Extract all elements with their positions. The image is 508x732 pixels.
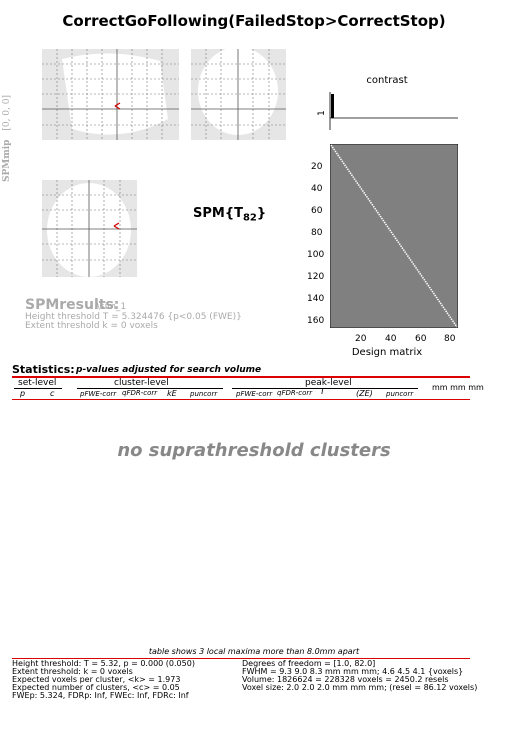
xtick-40: 40 [385, 334, 397, 344]
col-ke: kE [167, 389, 177, 398]
stats-title: Statistics: [12, 363, 75, 376]
ytick-80: 80 [311, 228, 323, 238]
design-matrix-svg [329, 143, 459, 329]
xtick-80: 80 [444, 334, 456, 344]
col-c: c [50, 389, 55, 398]
design-matrix-diagonal [330, 144, 458, 328]
stat-label: SPM{T82} [193, 206, 266, 224]
ytick-40: 40 [311, 184, 323, 194]
peak-level-rule [232, 388, 418, 389]
ytick-20: 20 [311, 162, 323, 172]
footer-expected-clusters: Expected number of clusters, <c> = 0.05 [12, 683, 180, 692]
footer-expected-voxels: Expected voxels per cluster, <k> = 1.973 [12, 675, 181, 684]
cluster-level-header: cluster-level [114, 378, 169, 388]
xtick-20: 20 [355, 334, 367, 344]
set-level-header: set-level [18, 378, 57, 388]
mip-axial-grid [42, 180, 137, 277]
ytick-160: 160 [307, 316, 325, 326]
footer-rule [12, 658, 470, 659]
stats-top-rule [12, 376, 470, 378]
footer-volume: Volume: 1826624 = 228328 voxels = 2450.2… [242, 675, 449, 684]
extent-threshold: Extent threshold k = 0 voxels [25, 321, 158, 331]
ytick-60: 60 [311, 206, 323, 216]
design-matrix-label: Design matrix [351, 347, 423, 358]
footer-height-threshold: Height threshold: T = 5.32, p = 0.000 (0… [12, 659, 195, 668]
results-subtitle: .\sim_1 [94, 302, 127, 312]
footer-voxel-size: Voxel size: 2.0 2.0 2.0 mm mm mm; (resel… [242, 683, 478, 692]
height-threshold: Height threshold T = 5.324476 {p<0.05 (F… [25, 312, 242, 322]
contrast-plot: 1 [316, 90, 458, 132]
contrast-label: contrast [366, 75, 408, 86]
ytick-140: 140 [307, 294, 325, 304]
ytick-120: 120 [307, 272, 325, 282]
set-level-rule [14, 388, 62, 389]
stat-label-df: 82 [242, 212, 257, 224]
col-ze: (ZE) [356, 389, 373, 398]
contrast-bar [331, 94, 334, 118]
col-punc-peak: puncorr [386, 390, 414, 398]
footer-note: table shows 3 local maxima more than 8.0… [148, 647, 360, 656]
col-t: T [320, 387, 325, 396]
footer-fwhm: FWHM = 9.3 9.0 8.3 mm mm mm; 4.6 4.5 4.1… [242, 667, 464, 676]
design-matrix[interactable] [329, 143, 459, 329]
spmmip-label: SPMmip [0, 0, 0] [2, 95, 14, 260]
mm-header: mm mm mm [432, 383, 484, 392]
col-pfwe-cluster: pFWE-corr [80, 390, 117, 398]
contrast-tick: 1 [317, 110, 327, 116]
ytick-100: 100 [307, 250, 325, 260]
cursor-sagittal [114, 102, 121, 110]
stat-label-close: } [256, 206, 267, 221]
col-p: p [20, 389, 26, 398]
cluster-level-rule [77, 388, 223, 389]
mip-sagittal-grid [42, 49, 179, 140]
mip-axial[interactable] [42, 180, 137, 277]
stats-header-rule [12, 399, 470, 400]
spmmip-title: SPMmip [2, 139, 12, 182]
footer-extent-threshold: Extent threshold: k = 0 voxels [12, 667, 133, 676]
mip-sagittal[interactable] [42, 49, 179, 140]
no-clusters-message: no suprathreshold clusters [117, 440, 391, 461]
mip-coronal-grid [191, 49, 286, 140]
contrast-svg: 1 [317, 92, 458, 130]
results-title: SPMresults: [25, 297, 120, 313]
stats-subtitle: p-values adjusted for search volume [76, 365, 262, 375]
col-pfwe-peak: pFWE-corr [236, 390, 273, 398]
peak-level-header: peak-level [305, 378, 352, 388]
xtick-60: 60 [415, 334, 427, 344]
spmmip-coords: [0, 0, 0] [2, 95, 12, 131]
col-punc-cluster: puncorr [190, 390, 218, 398]
col-qfdr-cluster: qFDR-corr [122, 389, 158, 397]
footer-dof: Degrees of freedom = [1.0, 82.0] [242, 659, 376, 668]
figure-title: CorrectGoFollowing(FailedStop>CorrectSto… [62, 12, 446, 30]
stat-label-main: SPM{T [193, 206, 243, 221]
mip-coronal[interactable] [191, 49, 286, 140]
cursor-axial [113, 222, 120, 230]
col-qfdr-peak: qFDR-corr [277, 389, 313, 397]
footer-fwe-fdr: FWEp: 5.324, FDRp: Inf, FWEc: Inf, FDRc:… [12, 691, 189, 700]
